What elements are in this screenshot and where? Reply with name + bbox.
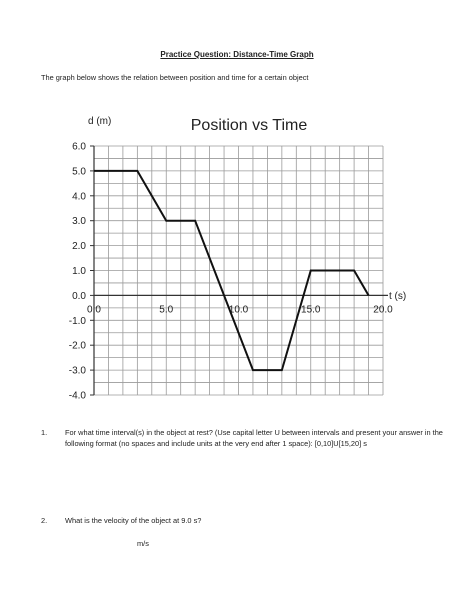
- chart-title: Position vs Time: [191, 117, 308, 134]
- chart-series: [94, 169, 370, 372]
- y-tick-label: 5.0: [72, 166, 86, 177]
- y-tick-label: -1.0: [69, 316, 87, 327]
- y-tick-label: 0.0: [72, 291, 86, 302]
- x-tick-label: 0.0: [87, 304, 101, 315]
- y-axis-label: d (m): [88, 116, 111, 127]
- document-title: Practice Question: Distance-Time Graph: [160, 50, 314, 59]
- y-tick-label: -2.0: [69, 341, 87, 352]
- x-axis-label: t (s): [389, 291, 406, 302]
- y-tick-label: -4.0: [69, 391, 87, 402]
- x-tick-label: 20.0: [373, 304, 393, 315]
- chart-grid: [93, 145, 384, 396]
- intro-text: The graph below shows the relation betwe…: [41, 73, 309, 82]
- y-tick-label: -3.0: [69, 366, 87, 377]
- y-tick-label: 6.0: [72, 142, 86, 153]
- question-2-number: 2.: [41, 516, 48, 525]
- x-tick-label: 10.0: [229, 304, 249, 315]
- x-tick-label: 15.0: [301, 304, 321, 315]
- chart-axes: [90, 145, 388, 396]
- question-2-text: What is the velocity of the object at 9.…: [65, 516, 202, 525]
- y-tick-label: 1.0: [72, 266, 86, 277]
- question-1-text: For what time interval(s) in the object …: [65, 428, 443, 448]
- x-tick-label: 5.0: [159, 304, 173, 315]
- series-line: [94, 169, 370, 372]
- chart-tick-labels: 6.05.04.03.02.01.00.0-1.0-2.0-3.0-4.00.0…: [69, 142, 393, 402]
- position-time-chart: 6.05.04.03.02.01.00.0-1.0-2.0-3.0-4.00.0…: [69, 116, 406, 402]
- answer-unit: m/s: [137, 539, 149, 548]
- y-tick-label: 4.0: [72, 191, 86, 202]
- question-1-number: 1.: [41, 428, 48, 437]
- y-tick-label: 2.0: [72, 241, 86, 252]
- y-tick-label: 3.0: [72, 216, 86, 227]
